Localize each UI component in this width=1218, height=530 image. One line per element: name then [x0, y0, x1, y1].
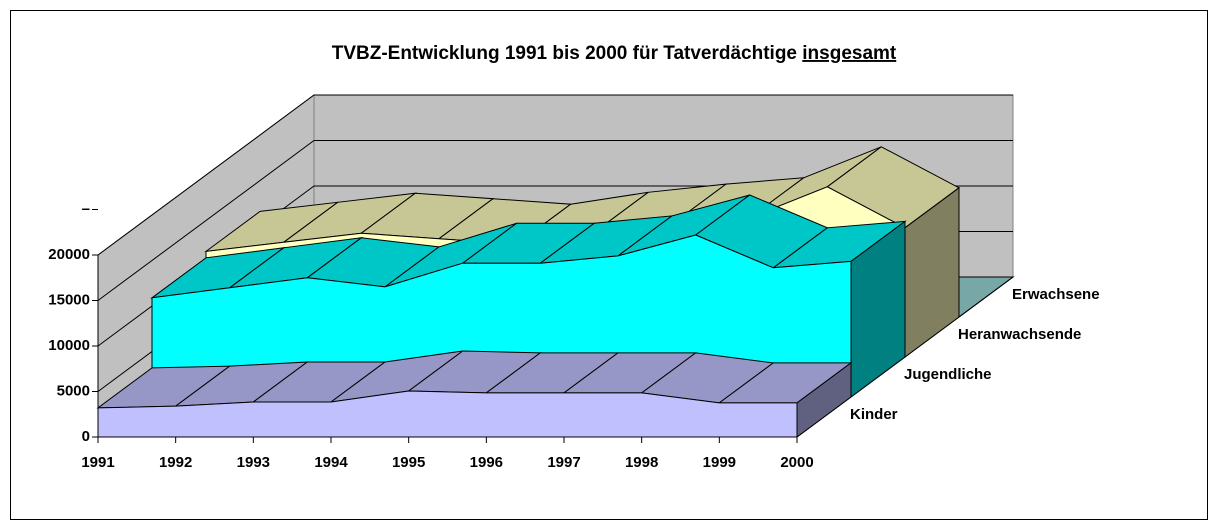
x-tick-label: 1998 [625, 454, 658, 471]
y-tick-label: – [82, 200, 90, 217]
y-tick-label: 5000 [57, 382, 90, 399]
y-tick-label: 10000 [48, 337, 90, 354]
y-tick-label: 0 [82, 428, 90, 445]
grid-line [97, 140, 1013, 301]
plot: Erwachsene Heranwachsende Jugendliche Kinde… [81, 146, 1100, 471]
x-tick-label: 1991 [81, 454, 114, 471]
area [97, 390, 798, 438]
y-tick-label: 20000 [48, 246, 90, 263]
series-label: Kinder [850, 406, 898, 423]
x-tick-label: 1994 [314, 454, 348, 471]
series-label: Erwachsene [1012, 286, 1100, 303]
area-side [958, 276, 1014, 318]
x-tick-label: 1992 [159, 454, 192, 471]
series-label: Heranwachsende [958, 326, 1081, 343]
x-tick-label: 2000 [780, 454, 813, 471]
grid-line [97, 94, 1013, 256]
y-tick-label: 15000 [48, 291, 90, 308]
x-tick-label: 1995 [392, 454, 425, 471]
x-tick-label: 1997 [547, 454, 580, 471]
x-tick-label: 1996 [470, 454, 503, 471]
series-label: Jugendliche [904, 366, 992, 383]
chart-title: TVBZ-Entwicklung 1991 bis 2000 für Tatve… [332, 43, 897, 64]
x-tick-label: 1993 [237, 454, 270, 471]
title-underlined: insgesamt [802, 43, 897, 64]
title-main: TVBZ-Entwicklung 1991 bis 2000 für Tatve… [332, 43, 797, 64]
x-tick-label: 1999 [703, 454, 736, 471]
